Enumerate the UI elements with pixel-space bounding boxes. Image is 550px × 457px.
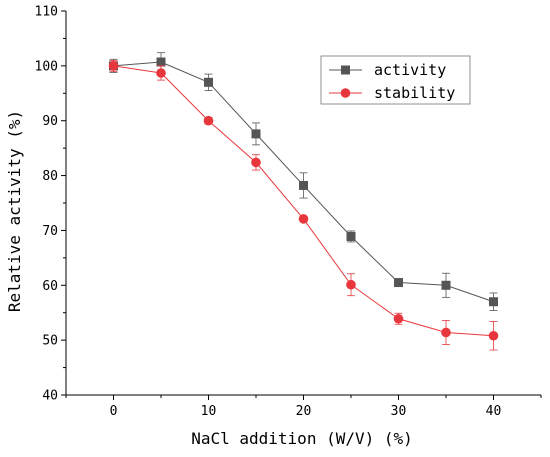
data-point-stability <box>441 327 451 338</box>
data-point-activity <box>299 180 308 190</box>
data-point-stability <box>393 313 404 324</box>
x-axis-title: NaCl addition (W/V) (%) <box>191 429 413 448</box>
series-activity <box>109 52 498 311</box>
series-line-stability <box>113 65 494 337</box>
legend-item-stability: stability <box>329 84 455 102</box>
data-point-activity <box>204 77 213 87</box>
y-tick-label: 90 <box>42 114 58 129</box>
x-tick-label: 10 <box>201 404 217 419</box>
data-point-activity <box>441 280 451 290</box>
y-tick-label: 110 <box>35 5 58 20</box>
data-point-activity <box>251 129 261 139</box>
data-point-activity <box>489 297 498 307</box>
legend-marker <box>341 65 350 75</box>
x-tick-label: 30 <box>391 404 407 419</box>
axes: 40 50 60 70 80 90 100 110 0 10 20 30 40 <box>35 5 542 419</box>
data-point-stability <box>203 115 214 126</box>
y-tick-label: 60 <box>42 279 58 294</box>
data-point-stability <box>346 279 356 290</box>
data-point-activity <box>394 278 403 288</box>
legend-label: stability <box>374 84 455 102</box>
series-layer <box>108 52 499 351</box>
data-point-stability <box>156 68 166 78</box>
y-tick-label: 40 <box>42 389 58 404</box>
series-stability <box>108 59 499 351</box>
x-tick-label: 0 <box>110 404 118 419</box>
legend-label: activity <box>374 61 446 79</box>
x-tick-label: 20 <box>296 404 312 419</box>
legend-item-activity: activity <box>329 61 446 79</box>
y-tick-label: 70 <box>42 224 58 239</box>
y-axis-title: Relative activity (%) <box>5 110 24 312</box>
data-point-stability <box>488 330 499 341</box>
data-point-activity <box>156 57 166 67</box>
data-point-activity <box>346 231 356 241</box>
y-tick-label: 50 <box>42 334 58 349</box>
legend-marker <box>340 88 351 98</box>
data-point-stability <box>108 61 119 71</box>
data-point-stability <box>298 214 309 224</box>
y-tick-label: 100 <box>35 59 58 74</box>
legend: activity stability <box>320 55 471 105</box>
data-point-stability <box>251 157 261 168</box>
y-tick-label: 80 <box>42 169 58 184</box>
x-tick-label: 40 <box>486 404 502 419</box>
